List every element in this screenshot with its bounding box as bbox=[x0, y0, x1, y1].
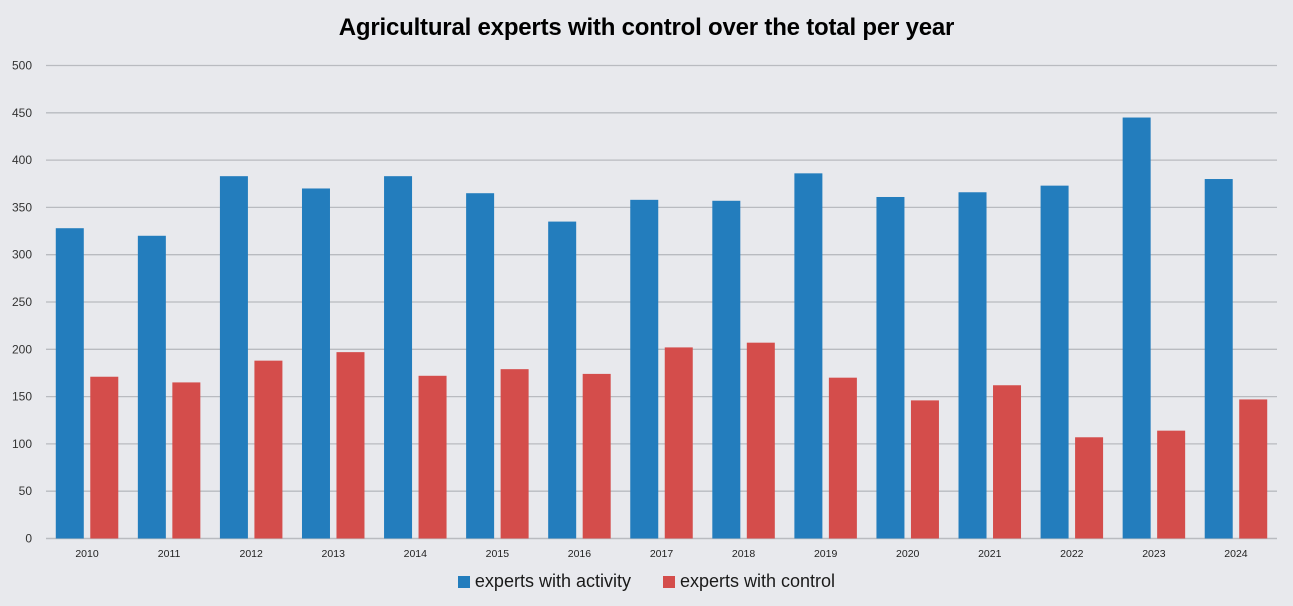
bar-activity-2011 bbox=[137, 235, 166, 539]
y-tick-label: 400 bbox=[12, 153, 32, 167]
bar-activity-2017 bbox=[630, 199, 659, 539]
bar-activity-2014 bbox=[384, 176, 413, 539]
bar-activity-2013 bbox=[301, 188, 330, 539]
y-tick-label: 50 bbox=[19, 484, 33, 498]
x-tick-label: 2023 bbox=[1142, 548, 1166, 560]
bar-control-2017 bbox=[664, 347, 693, 539]
bar-control-2013 bbox=[336, 352, 365, 539]
bar-control-2015 bbox=[500, 369, 529, 539]
x-tick-label: 2014 bbox=[404, 548, 428, 560]
bar-activity-2020 bbox=[876, 196, 905, 539]
x-tick-label: 2011 bbox=[158, 548, 181, 560]
x-tick-label: 2022 bbox=[1060, 548, 1084, 560]
bar-control-2012 bbox=[254, 360, 283, 539]
bar-control-2016 bbox=[582, 373, 611, 539]
legend-swatch bbox=[662, 575, 675, 588]
bar-control-2018 bbox=[746, 342, 775, 539]
x-tick-label: 2017 bbox=[650, 548, 674, 560]
x-tick-label: 2019 bbox=[814, 548, 838, 560]
x-tick-label: 2013 bbox=[322, 548, 346, 560]
bar-activity-2015 bbox=[466, 193, 495, 539]
bar-control-2019 bbox=[828, 377, 857, 539]
legend-label: experts with control bbox=[679, 571, 836, 591]
gridlines bbox=[46, 64, 1277, 540]
x-tick-label: 2012 bbox=[239, 548, 263, 560]
y-tick-label: 300 bbox=[12, 248, 32, 262]
bars bbox=[55, 117, 1268, 539]
y-tick-label: 450 bbox=[12, 106, 32, 120]
legend: experts with activity experts with contro… bbox=[0, 571, 1293, 592]
x-tick-label: 2016 bbox=[568, 548, 592, 560]
y-tick-label: 500 bbox=[12, 59, 32, 73]
legend-swatch bbox=[457, 575, 470, 588]
bar-control-2010 bbox=[90, 376, 119, 539]
bar-activity-2022 bbox=[1040, 185, 1069, 539]
legend-label: experts with activity bbox=[474, 571, 631, 591]
bar-control-2011 bbox=[172, 382, 201, 539]
bar-activity-2016 bbox=[548, 221, 577, 539]
x-tick-label: 2020 bbox=[896, 548, 920, 560]
y-tick-label: 200 bbox=[12, 342, 32, 356]
y-tick-label: 250 bbox=[12, 295, 32, 309]
x-axis-ticks: 2010 2011 2012 2013 2014 2015 2016 2017 2018 2019… bbox=[75, 548, 1247, 560]
bar-control-2022 bbox=[1075, 437, 1104, 539]
bar-activity-2019 bbox=[794, 173, 823, 539]
bar-control-2014 bbox=[418, 375, 447, 539]
bar-activity-2018 bbox=[712, 200, 741, 539]
chart-title: Agricultural experts with control over t… bbox=[338, 14, 955, 41]
bar-activity-2023 bbox=[1122, 117, 1151, 539]
bar-control-2023 bbox=[1157, 430, 1186, 539]
bar-control-2020 bbox=[910, 400, 939, 539]
y-tick-label: 150 bbox=[12, 390, 32, 404]
y-tick-label: 350 bbox=[12, 200, 32, 214]
bar-activity-2010 bbox=[55, 228, 84, 539]
bar-activity-2024 bbox=[1204, 179, 1233, 539]
x-tick-label: 2024 bbox=[1224, 548, 1248, 560]
bar-activity-2012 bbox=[219, 176, 248, 539]
legend-item-activity: experts with activity bbox=[457, 571, 631, 592]
bar-control-2021 bbox=[993, 385, 1022, 539]
legend-item-control: experts with control bbox=[662, 571, 836, 592]
x-tick-label: 2010 bbox=[75, 548, 99, 560]
y-tick-label: 100 bbox=[12, 437, 32, 451]
x-tick-label: 2015 bbox=[486, 548, 510, 560]
y-tick-label: 0 bbox=[25, 532, 32, 546]
bar-activity-2021 bbox=[958, 192, 987, 539]
x-tick-label: 2021 bbox=[978, 548, 1002, 560]
x-tick-label: 2018 bbox=[732, 548, 756, 560]
y-axis-ticks: 0 50 100 150 200 250 300 350 400 450 500 bbox=[12, 59, 32, 546]
bar-control-2024 bbox=[1239, 399, 1268, 539]
